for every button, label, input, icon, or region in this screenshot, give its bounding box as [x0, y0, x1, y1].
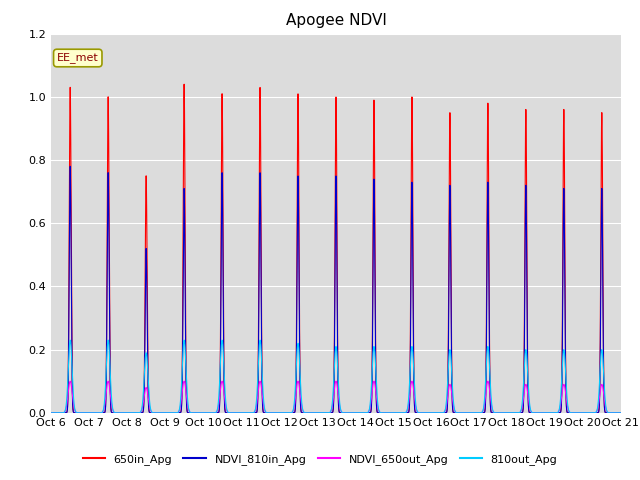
NDVI_650out_Apg [163, 410, 171, 416]
NDVI_650out_Apg [47, 410, 55, 416]
Title: Apogee NDVI: Apogee NDVI [285, 13, 387, 28]
810out_Apg [169, 410, 177, 416]
NDVI_650out_Apg [615, 410, 623, 416]
Legend: 650in_Apg, NDVI_810in_Apg, NDVI_650out_Apg, 810out_Apg: 650in_Apg, NDVI_810in_Apg, NDVI_650out_A… [78, 450, 562, 469]
NDVI_810in_Apg [260, 410, 268, 416]
NDVI_650out_Apg [415, 410, 422, 416]
NDVI_650out_Apg [496, 410, 504, 416]
810out_Apg [617, 410, 625, 416]
Text: EE_met: EE_met [57, 53, 99, 63]
NDVI_650out_Apg [260, 407, 268, 412]
Line: 810out_Apg: 810out_Apg [51, 340, 621, 413]
NDVI_650out_Apg [67, 378, 74, 384]
810out_Apg [496, 410, 504, 416]
Line: NDVI_650out_Apg: NDVI_650out_Apg [51, 381, 621, 413]
Line: NDVI_810in_Apg: NDVI_810in_Apg [51, 167, 621, 413]
810out_Apg [163, 410, 171, 416]
650in_Apg [169, 410, 177, 416]
NDVI_650out_Apg [617, 410, 625, 416]
810out_Apg [615, 410, 623, 416]
650in_Apg [180, 81, 188, 87]
NDVI_650out_Apg [169, 410, 177, 416]
810out_Apg [67, 337, 74, 343]
NDVI_810in_Apg [47, 410, 55, 416]
810out_Apg [415, 410, 422, 416]
NDVI_810in_Apg [169, 410, 177, 416]
810out_Apg [260, 405, 268, 411]
NDVI_810in_Apg [415, 410, 422, 416]
650in_Apg [47, 410, 55, 416]
810out_Apg [47, 410, 55, 416]
NDVI_810in_Apg [496, 410, 504, 416]
650in_Apg [615, 410, 623, 416]
650in_Apg [260, 410, 268, 416]
650in_Apg [496, 410, 504, 416]
NDVI_810in_Apg [617, 410, 625, 416]
650in_Apg [163, 410, 171, 416]
NDVI_810in_Apg [163, 410, 171, 416]
Line: 650in_Apg: 650in_Apg [51, 84, 621, 413]
NDVI_810in_Apg [67, 164, 74, 169]
650in_Apg [617, 410, 625, 416]
650in_Apg [415, 410, 422, 416]
NDVI_810in_Apg [615, 410, 623, 416]
